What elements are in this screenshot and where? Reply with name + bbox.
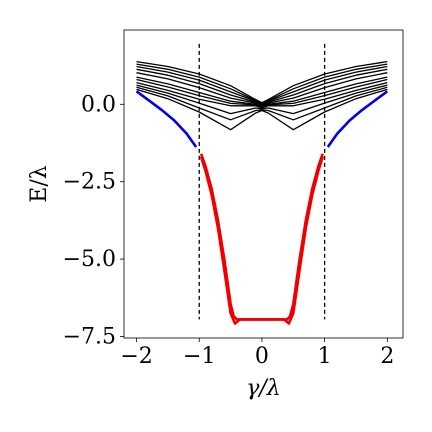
x-tick-label: −1	[183, 344, 215, 369]
band-curve-10	[136, 88, 388, 131]
band-curve-3	[136, 68, 388, 106]
outer-curve-11	[135, 90, 198, 148]
x-axis-label: γ/λ	[246, 376, 281, 401]
x-tick-label: 1	[318, 344, 332, 369]
y-tick-label: 0.0	[81, 92, 116, 117]
axis-ticks: −2 −1 0 1 2 0.0 −2.5 −5.0 −7.5	[63, 92, 395, 369]
x-tick-label: −2	[120, 344, 152, 369]
y-tick-label: −7.5	[63, 324, 116, 349]
band-curve-0	[136, 60, 388, 104]
outer-curve-12	[326, 90, 389, 148]
band-curve-7	[136, 81, 388, 109]
y-tick-label: −5.0	[63, 247, 116, 272]
y-tick-label: −2.5	[63, 170, 116, 195]
plot-data	[135, 60, 389, 325]
dashed-vertical-lines	[198, 43, 326, 320]
band-curve-4	[136, 72, 388, 107]
inner-curve-14	[199, 156, 324, 325]
y-axis-label: E/λ	[27, 165, 52, 202]
band-curve-8	[136, 84, 388, 115]
x-tick-label: 2	[380, 344, 394, 369]
plot-frame	[123, 29, 404, 339]
x-tick-label: 0	[255, 344, 269, 369]
